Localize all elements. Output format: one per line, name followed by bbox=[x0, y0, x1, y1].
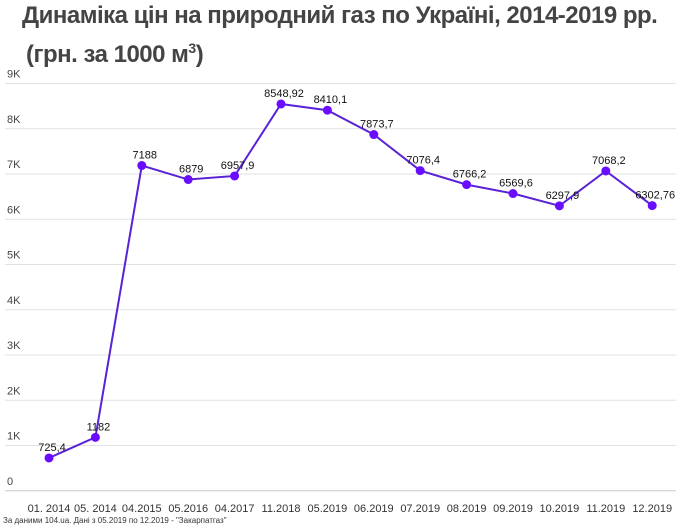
data-point bbox=[90, 432, 100, 442]
data-label: 6957,9 bbox=[221, 160, 255, 172]
data-point bbox=[137, 161, 147, 171]
data-label: 8548,92 bbox=[264, 88, 304, 100]
data-point bbox=[601, 166, 611, 176]
x-tick-label: 11.2019 bbox=[586, 503, 625, 515]
y-tick-label: 4K bbox=[7, 295, 21, 307]
x-tick-label: 12.2019 bbox=[632, 503, 672, 515]
data-point bbox=[183, 175, 193, 185]
y-tick-label: 6K bbox=[7, 204, 21, 216]
y-tick-label: 9K bbox=[7, 69, 21, 81]
data-point bbox=[230, 171, 240, 181]
subtitle-end: ) bbox=[195, 41, 204, 68]
subtitle-text: (грн. за 1000 м bbox=[26, 41, 189, 68]
x-tick-label: 05. 2014 bbox=[74, 503, 117, 515]
data-label: 7188 bbox=[133, 150, 157, 162]
data-label: 6569,6 bbox=[499, 178, 533, 190]
y-tick-label: 2K bbox=[7, 385, 21, 397]
data-point bbox=[369, 130, 379, 140]
data-point bbox=[462, 180, 472, 190]
y-tick-label: 1K bbox=[7, 431, 21, 443]
data-point bbox=[508, 189, 518, 199]
data-label: 6879 bbox=[179, 164, 203, 176]
data-point bbox=[44, 453, 54, 463]
x-tick-label: 11.2018 bbox=[262, 503, 301, 515]
data-label: 6302,76 bbox=[635, 190, 675, 202]
subtitle-sup: 3 bbox=[188, 40, 196, 56]
y-tick-label: 8K bbox=[7, 114, 21, 126]
y-tick-label: 7K bbox=[7, 159, 21, 171]
data-point bbox=[415, 166, 425, 176]
x-tick-label: 08.2019 bbox=[447, 503, 487, 515]
data-label: 6766,2 bbox=[453, 169, 487, 181]
data-label: 7068,2 bbox=[592, 155, 626, 167]
data-point bbox=[322, 105, 332, 115]
x-tick-label: 01. 2014 bbox=[28, 503, 71, 515]
y-tick-label: 3K bbox=[7, 340, 21, 352]
x-tick-label: 07.2019 bbox=[400, 503, 440, 515]
x-tick-label: 06.2019 bbox=[354, 503, 394, 515]
data-point bbox=[276, 99, 286, 109]
x-tick-label: 05.2019 bbox=[308, 503, 348, 515]
x-tick-label: 09.2019 bbox=[493, 503, 533, 515]
series-line bbox=[48, 102, 653, 459]
data-label: 7076,4 bbox=[406, 155, 440, 167]
y-tick-label: 0 bbox=[7, 476, 13, 488]
x-tick-label: 05.2016 bbox=[168, 503, 208, 515]
data-point bbox=[647, 201, 657, 211]
chart-title: Динаміка цін на природний газ по Україні… bbox=[22, 2, 658, 29]
data-label: 7873,7 bbox=[360, 119, 394, 131]
source-note: За даними 104.ua. Дані з 05.2019 по 12.2… bbox=[3, 516, 227, 525]
x-tick-label: 10.2019 bbox=[540, 503, 580, 515]
data-label: 725,4 bbox=[38, 442, 66, 454]
chart-subtitle: (грн. за 1000 м3) bbox=[26, 40, 204, 69]
data-point bbox=[554, 201, 564, 211]
data-label: 6297,9 bbox=[546, 190, 580, 202]
data-label: 1182 bbox=[87, 421, 111, 433]
x-tick-label: 04.2017 bbox=[215, 503, 255, 515]
data-label: 8410,1 bbox=[314, 94, 348, 106]
y-tick-label: 5K bbox=[7, 250, 21, 262]
x-tick-label: 04.2015 bbox=[122, 503, 162, 515]
